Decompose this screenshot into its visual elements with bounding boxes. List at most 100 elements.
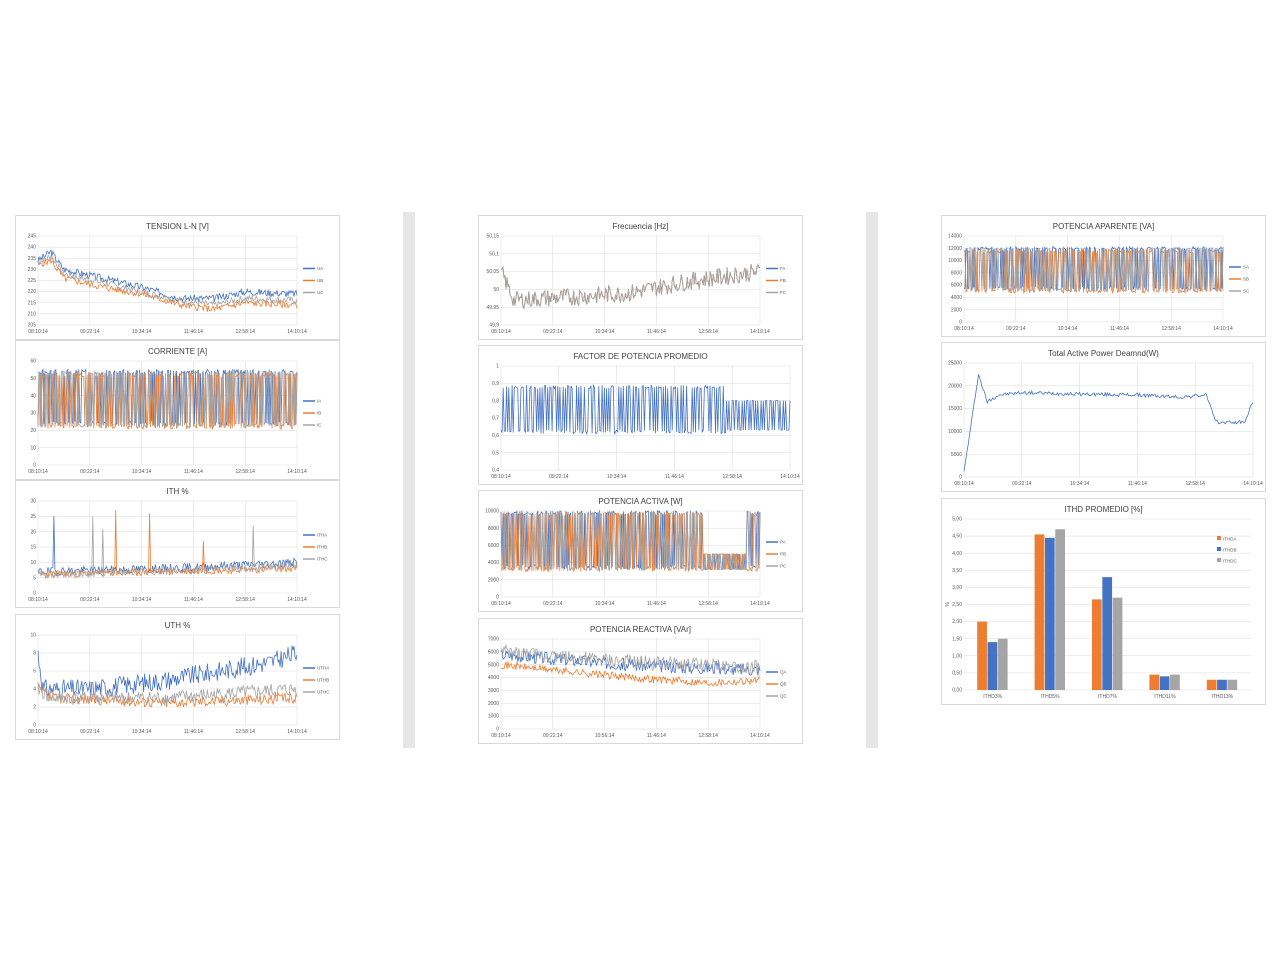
y-tick-label: 0,7: [492, 416, 499, 422]
series-line-qc: [500, 643, 761, 675]
x-tick-label: 08:10:14: [28, 329, 48, 335]
y-tick-label: 15: [30, 545, 36, 551]
y-tick-label: 3,00: [952, 585, 962, 591]
bar-ithda-ithd5: [1034, 534, 1045, 690]
x-tick-label: 09:22:14: [80, 469, 100, 475]
series-line-fa: [500, 263, 761, 310]
chart-title: CORRIENTE [A]: [147, 347, 208, 356]
x-tick-label: 09:22:14: [543, 733, 563, 739]
y-tick-label: 4,50: [952, 534, 962, 540]
chart-title: TENSION L-N [V]: [146, 222, 209, 231]
legend-label: UTHC: [317, 690, 330, 695]
series-line-sc: [963, 246, 1224, 293]
x-tick-label: 12:58:14: [1185, 481, 1205, 487]
y-tick-label: 8: [33, 651, 36, 657]
chart-tension: TENSION L-N [V] 205 210 215 220 225 230 235 240 2…: [15, 215, 340, 340]
x-tick-label: 09:22:14: [1012, 481, 1032, 487]
y-tick-label: 0: [959, 475, 962, 481]
chart-potencia-reactiva: POTENCIA REACTIVA [VAr] 0 1000 2000 3000 4000…: [478, 618, 803, 744]
series-line-utha: [37, 645, 298, 699]
legend-label: PA: [780, 540, 786, 545]
y-tick-label: 235: [28, 256, 37, 262]
legend-label: IB: [317, 411, 321, 416]
bar-ithda-ithd3: [977, 621, 987, 690]
x-tick-label: ITHD11%: [1154, 694, 1176, 700]
legend-label: IC: [317, 423, 322, 428]
legend-label: SB: [1243, 277, 1249, 282]
y-tick-label: 2: [33, 705, 36, 711]
x-tick-label: 08:10:14: [491, 733, 511, 739]
x-tick-label: 14:10:14: [287, 729, 307, 735]
x-tick-label: 10:34:14: [132, 329, 152, 335]
chart-title: POTENCIA REACTIVA [VAr]: [589, 625, 692, 634]
y-tick-label: 2000: [488, 577, 499, 583]
chart-potencia-aparente: POTENCIA APARENTE [VA] 0 2000 4000 6000 8000 1…: [941, 215, 1266, 337]
y-tick-label: 1,50: [952, 636, 962, 642]
x-tick-label: 14:10:14: [750, 329, 770, 335]
chart-potencia-aparente-plot: 0 2000 4000 6000 8000 10000 12000 14000 08:10:14…: [948, 234, 1250, 332]
chart-title: ITHD PROMEDIO [%]: [1064, 505, 1143, 514]
series-line-fb: [500, 263, 761, 310]
y-tick-label: 50: [493, 287, 499, 293]
y-tick-label: 230: [28, 267, 37, 273]
chart-title: Frecuencia [Hz]: [612, 222, 669, 231]
legend-swatch: [1217, 536, 1221, 540]
x-tick-label: 12:58:14: [722, 474, 742, 480]
x-tick-label: 14:10:14: [750, 601, 770, 607]
chart-uth-plot: 0 2 4 6 8 10 08:10:14 09:22:14 10:34:14 11:46:14 1…: [28, 633, 330, 735]
x-tick-label: ITHD3%: [983, 694, 1002, 700]
y-tick-label: 1: [496, 364, 499, 370]
legend-label: PB: [780, 552, 786, 557]
x-tick-label: 10:34:14: [595, 601, 615, 607]
legend-label: ITHC: [317, 557, 328, 562]
y-tick-label: 10000: [948, 429, 962, 435]
series-line-ic: [37, 369, 298, 429]
bar-ithdb-ithd5: [1044, 537, 1055, 690]
chart-corriente: CORRIENTE [A] 0 10 20 30 40 50 60 08:10:14 09:22:…: [15, 340, 340, 480]
y-tick-label: 50: [30, 376, 36, 382]
x-tick-label: 08:10:14: [954, 481, 974, 487]
legend-label: ITHDA: [1223, 537, 1237, 542]
column-divider-left: [403, 212, 415, 748]
x-tick-label: 14:10:14: [780, 474, 800, 480]
legend-label: IA: [317, 399, 321, 404]
y-tick-label: 0,5: [492, 450, 499, 456]
y-tick-label: 50,1: [489, 251, 499, 257]
y-tick-label: 3000: [488, 688, 499, 694]
y-tick-label: 10000: [948, 258, 962, 264]
legend-label: ITHB: [317, 545, 327, 550]
x-tick-label: 11:46:14: [184, 597, 203, 603]
y-tick-label: 25000: [948, 361, 962, 367]
legend-label: ITHDC: [1223, 559, 1237, 564]
chart-frecuencia: Frecuencia [Hz] 49,9 49,95 50 50,05 50,1 50,15…: [478, 215, 803, 340]
y-tick-label: 20: [30, 428, 36, 434]
legend-label: QA: [780, 670, 787, 675]
x-tick-label: 09:22:14: [543, 601, 563, 607]
y-tick-label: 0,00: [952, 688, 962, 694]
y-tick-label: 6: [33, 669, 36, 675]
x-tick-label: 12:58:14: [698, 601, 718, 607]
chart-potencia-activa-plot: 0 2000 4000 6000 8000 10000 08:10:14 09:22:14 10…: [485, 509, 787, 607]
bar-ithdc-ithd3: [997, 638, 1008, 690]
y-tick-label: 210: [28, 311, 37, 317]
x-tick-label: 11:46:14: [647, 601, 666, 607]
y-tick-label: 10000: [485, 509, 499, 515]
x-tick-label: 10:34:14: [132, 729, 152, 735]
legend-label: FA: [780, 266, 786, 271]
x-tick-label: 11:46:14: [665, 474, 684, 480]
y-tick-label: 1000: [488, 714, 499, 720]
y-tick-label: 49,9: [489, 323, 499, 329]
y-tick-label: 4,00: [952, 551, 962, 557]
y-axis-label: %: [945, 602, 951, 607]
series-line-pc: [500, 510, 761, 572]
x-tick-label: 10:34:14: [132, 597, 152, 603]
chart-title: FACTOR DE POTENCIA PROMEDIO: [573, 352, 708, 361]
x-tick-label: 10:34:14: [1070, 481, 1090, 487]
x-tick-label: 09:22:14: [80, 729, 100, 735]
series-line-series: [500, 383, 791, 435]
y-tick-label: 245: [28, 234, 37, 240]
legend-label: UC: [317, 290, 324, 295]
x-tick-label: 12:58:14: [698, 329, 718, 335]
y-tick-label: 0: [33, 723, 36, 729]
series-line-ithb: [37, 510, 298, 579]
